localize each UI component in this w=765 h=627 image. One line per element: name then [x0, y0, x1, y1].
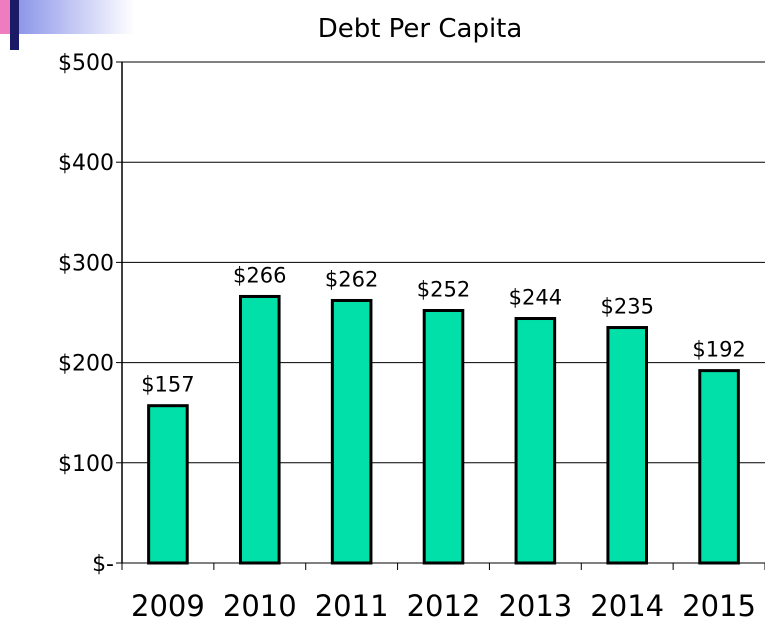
x-category-label: 2011 — [315, 589, 389, 623]
bar — [330, 298, 373, 565]
y-tick-label: $100 — [58, 452, 114, 477]
data-label: $262 — [325, 267, 378, 291]
x-category-label: 2014 — [590, 589, 664, 623]
bar — [698, 369, 740, 565]
x-category-label: 2009 — [131, 589, 205, 623]
y-tick-label: $500 — [58, 51, 114, 76]
data-label: $235 — [600, 295, 653, 319]
y-tick-label: $200 — [58, 352, 114, 377]
y-tick-label: $300 — [58, 251, 114, 276]
decorative-corner-graphic — [0, 0, 135, 50]
bar — [514, 317, 557, 565]
data-label: $192 — [692, 338, 745, 362]
data-label: $266 — [233, 263, 286, 287]
bar — [147, 404, 189, 565]
data-label: $244 — [509, 286, 562, 310]
chart-title: Debt Per Capita — [317, 14, 523, 44]
x-category-label: 2015 — [682, 589, 756, 623]
x-category-label: 2010 — [223, 589, 297, 623]
data-label: $252 — [417, 277, 470, 301]
y-tick-label: $- — [92, 552, 114, 577]
x-category-label: 2013 — [498, 589, 572, 623]
bar — [606, 326, 649, 565]
y-tick-label: $400 — [58, 151, 114, 176]
x-category-label: 2012 — [407, 589, 481, 623]
bar — [238, 294, 281, 565]
bar — [422, 308, 465, 565]
data-label: $157 — [141, 373, 194, 397]
